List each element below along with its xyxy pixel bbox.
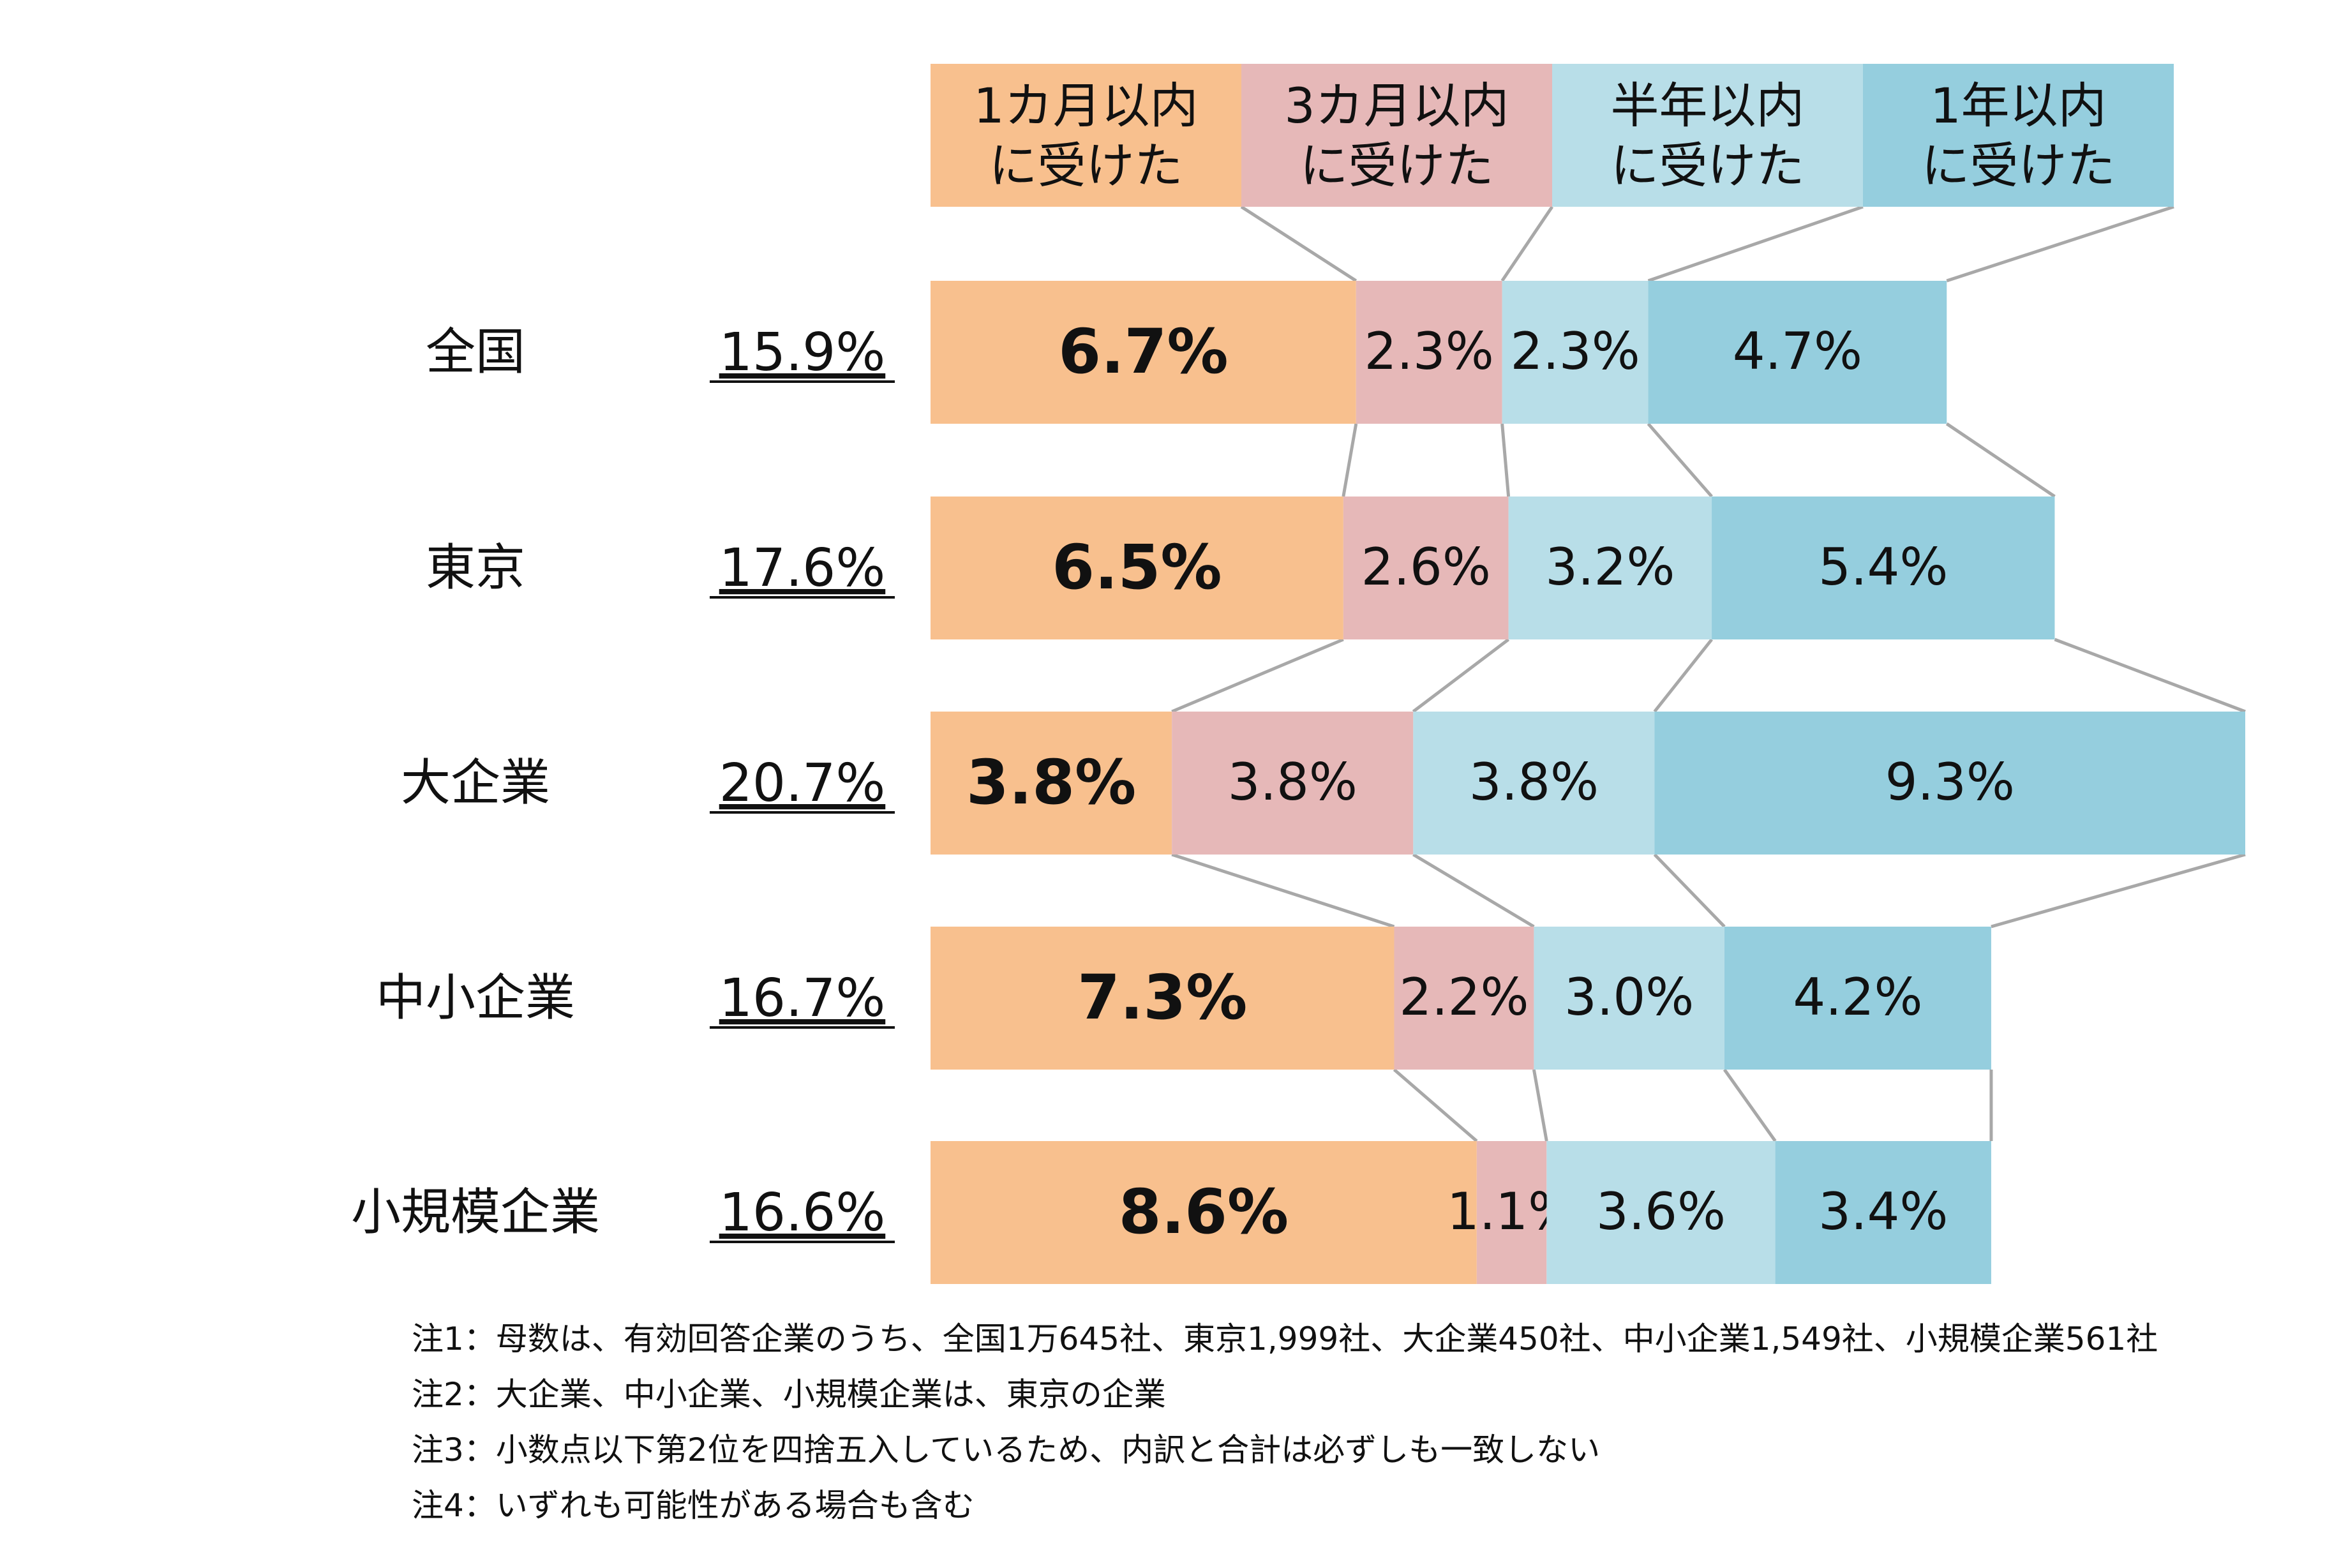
row-label-tokyo: 東京 (426, 539, 525, 597)
data-label-1-year-4: 3.4% (1818, 1182, 1948, 1241)
footnote-2: 注2：大企業、中小企業、小規模企業は、東京の企業 (412, 1376, 1166, 1413)
row-total-4: 16.6% (719, 1183, 886, 1243)
data-label-3-months-1: 2.6% (1361, 537, 1491, 597)
legend-swatch-half-year (1552, 64, 1863, 207)
connector-row3-1 (1393, 1068, 1478, 1142)
legend-label-3-months-line1: 3カ月以内 (1284, 77, 1509, 134)
data-label-half-year-3: 3.0% (1564, 967, 1694, 1027)
legend-label-3-months-line2: に受けた (1300, 137, 1494, 194)
legend-label-half-year-line2: に受けた (1611, 137, 1805, 194)
bar-segment-1-year-3 (1724, 927, 1991, 1070)
connector-row1-2 (1412, 638, 1510, 713)
connector-lines (1171, 205, 2246, 1142)
data-label-1-year-2: 9.3% (1885, 752, 2015, 812)
data-label-1-month-2: 3.8% (966, 747, 1136, 818)
data-label-half-year-2: 3.8% (1469, 752, 1599, 812)
connector-row0-2 (1500, 423, 1511, 497)
data-label-1-year-0: 4.7% (1733, 322, 1862, 381)
row-total-0: 15.9% (719, 322, 886, 383)
bar-segment-3-months-4 (1476, 1141, 1547, 1284)
data-label-3-months-3: 2.2% (1399, 967, 1529, 1027)
bar-segment-1-month-3 (931, 927, 1395, 1070)
connector-row1-4 (2054, 638, 2246, 713)
footnote-4: 注4：いずれも可能性がある場合も含む (412, 1487, 975, 1524)
data-label-half-year-1: 3.2% (1545, 537, 1675, 597)
legend-label-half-year-line1: 半年以内 (1611, 77, 1805, 134)
connector-legend-1 (1240, 205, 1357, 283)
connector-row1-1 (1171, 638, 1344, 713)
bar-segment-1-year-1 (1712, 497, 2055, 639)
connector-row2-4 (1991, 853, 2246, 929)
connector-row0-1 (1342, 423, 1358, 497)
legend-swatch-1-year (1863, 64, 2174, 207)
footnote-1: 注1：母数は、有効回答企業のうち、全国1万645社、東京1,999社、大企業45… (412, 1320, 2158, 1357)
row-label-daikigyo: 大企業 (401, 754, 550, 812)
row-total-1: 17.6% (719, 538, 886, 599)
footnotes: 注1：母数は、有効回答企業のうち、全国1万645社、東京1,999社、大企業45… (412, 1311, 2339, 1534)
bar-segment-1-month-2 (931, 712, 1172, 855)
bar-segment-half-year-4 (1546, 1141, 1776, 1284)
data-label-1-year-1: 5.4% (1818, 537, 1948, 597)
bar-segment-3-months-3 (1394, 927, 1534, 1070)
row-label-shokibokigyo: 小規模企業 (351, 1184, 600, 1241)
connector-row2-1 (1171, 853, 1395, 929)
connector-legend-4 (1946, 205, 2174, 283)
bar-segment-3-months-0 (1356, 281, 1502, 424)
bar-segment-1-month-4 (931, 1141, 1477, 1284)
legend-swatch-3-months (1241, 64, 1552, 207)
data-label-3-months-0: 2.3% (1365, 322, 1494, 381)
data-label-1-month-1: 6.5% (1052, 532, 1222, 603)
bar-segment-1-month-1 (931, 497, 1343, 639)
connector-row3-3 (1723, 1068, 1777, 1142)
bar-segment-half-year-3 (1534, 927, 1724, 1070)
bar-segment-3-months-2 (1172, 712, 1414, 855)
bar-segment-1-month-0 (931, 281, 1356, 424)
connector-row2-2 (1412, 853, 1535, 929)
connector-row0-3 (1647, 422, 1713, 498)
legend-label-1-year-line2: に受けた (1922, 137, 2116, 194)
bar-segment-1-year-2 (1654, 712, 2245, 855)
data-label-1-month-3: 7.3% (1077, 962, 1247, 1033)
bar-segment-half-year-1 (1508, 497, 1712, 639)
bar-segment-3-months-1 (1343, 497, 1509, 639)
data-label-1-month-0: 6.7% (1058, 316, 1228, 387)
legend-label-1-year-line1: 1年以内 (1930, 77, 2106, 134)
data-label-1-year-3: 4.2% (1793, 967, 1922, 1027)
legend-swatch-1-month (931, 64, 1241, 207)
footnote-3: 注3：小数点以下第2位を四捨五入しているため、内訳と合計は必ずしも一致しない (412, 1431, 1601, 1468)
bar-segment-1-year-0 (1648, 281, 1947, 424)
legend-label-1-month-line1: 1カ月以内 (973, 77, 1198, 134)
row-label-chushokigyo: 中小企業 (376, 969, 575, 1027)
connector-legend-2 (1500, 205, 1554, 282)
connector-legend-3 (1647, 205, 1864, 283)
connector-row2-3 (1653, 853, 1726, 928)
bar-rows: 全国 15.9% 6.7% 2.3% 2.3% 4.7% 東京 17.6% 6.5% 2.6% 3.… (351, 281, 2245, 1284)
data-label-half-year-4: 3.6% (1596, 1182, 1726, 1241)
bar-segment-half-year-0 (1502, 281, 1649, 424)
bar-segment-half-year-2 (1413, 712, 1655, 855)
connector-row3-2 (1532, 1069, 1548, 1142)
data-label-half-year-0: 2.3% (1510, 322, 1640, 381)
row-total-3: 16.7% (719, 968, 886, 1029)
bar-segment-1-year-4 (1775, 1141, 1991, 1284)
row-label-zenkoku: 全国 (426, 324, 525, 381)
connector-row1-3 (1653, 638, 1714, 713)
data-label-3-months-2: 3.8% (1228, 752, 1357, 812)
row-total-2: 20.7% (719, 753, 886, 814)
data-label-1-month-4: 8.6% (1119, 1176, 1289, 1248)
connector-row0-4 (1945, 422, 2056, 498)
legend-label-1-month-line2: に受けた (989, 137, 1183, 194)
